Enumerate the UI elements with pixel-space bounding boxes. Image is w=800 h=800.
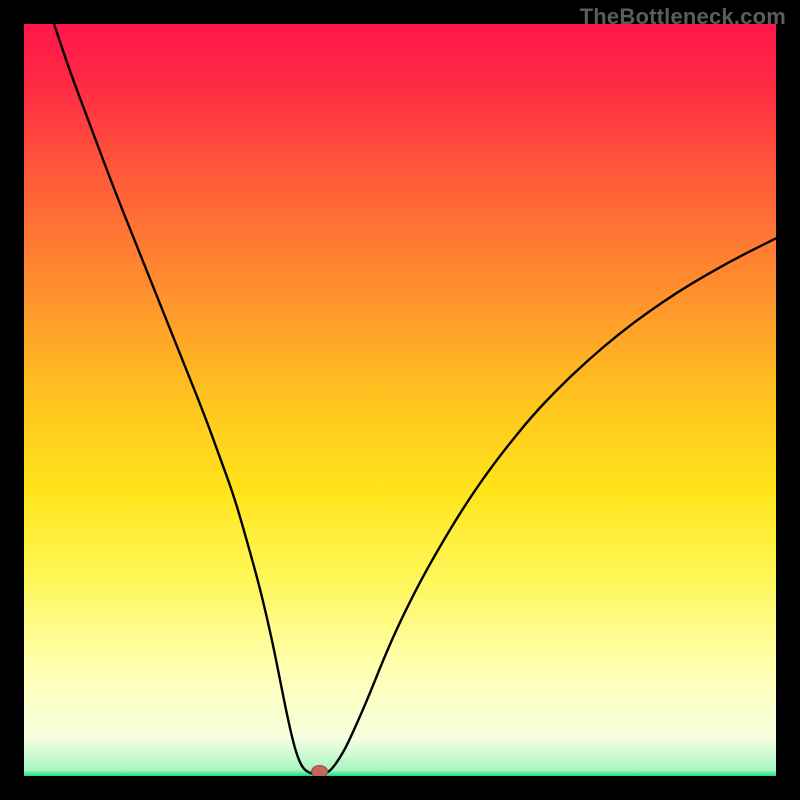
bottleneck-chart — [0, 0, 800, 800]
optimum-marker — [312, 765, 328, 777]
watermark-text: TheBottleneck.com — [580, 4, 786, 30]
chart-container: { "watermark": { "text": "TheBottleneck.… — [0, 0, 800, 800]
plot-background — [24, 24, 776, 776]
